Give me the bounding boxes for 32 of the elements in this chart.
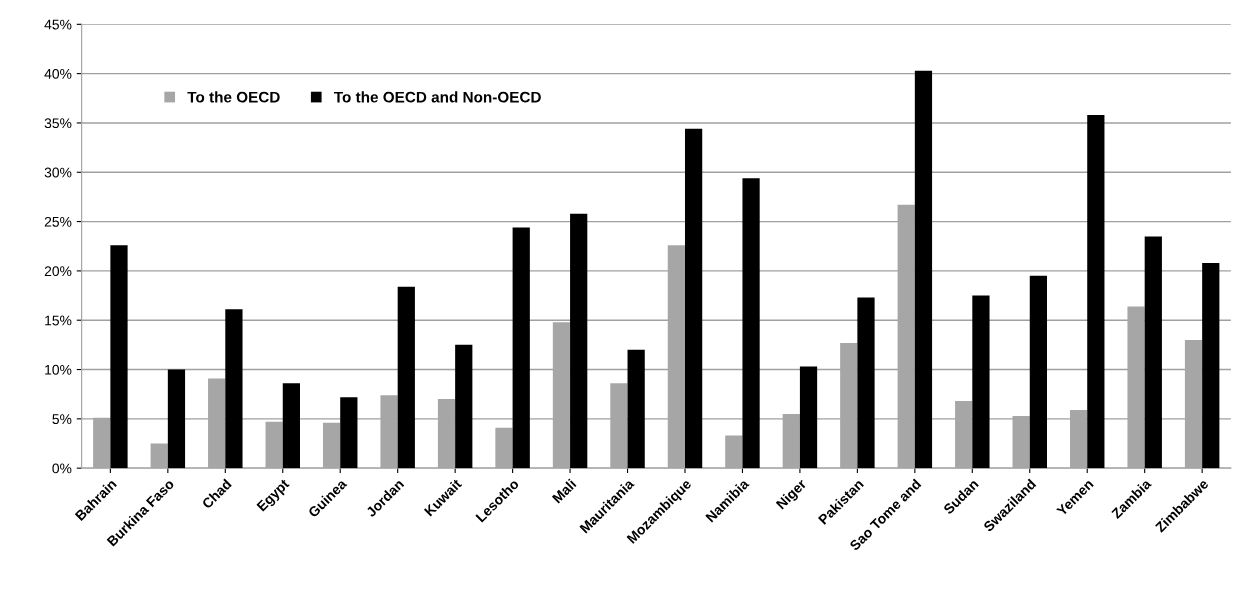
bar — [1144, 236, 1162, 469]
bar — [455, 344, 473, 469]
y-tick-label: 30% — [44, 167, 72, 178]
bar — [857, 297, 875, 469]
y-tick-label: 20% — [44, 266, 72, 277]
bar — [110, 245, 128, 469]
bar — [627, 349, 645, 469]
bar — [570, 213, 588, 469]
bar — [512, 227, 530, 469]
y-tick-label: 25% — [44, 216, 72, 227]
bar — [972, 295, 990, 469]
y-tick-label: 45% — [44, 19, 72, 30]
bar — [282, 383, 300, 469]
bar — [167, 369, 186, 469]
y-tick-label: 15% — [45, 315, 72, 326]
bar — [742, 178, 760, 469]
bar — [914, 70, 933, 469]
legend-label: To the OECD — [187, 91, 280, 103]
y-tick-label: 10% — [45, 364, 72, 375]
bar — [340, 397, 358, 469]
bar — [1202, 263, 1220, 469]
y-tick-label: 0% — [52, 463, 72, 474]
legend-label: To the OECD and Non-OECD — [333, 91, 541, 103]
bar — [225, 309, 243, 469]
bar — [1029, 275, 1047, 469]
y-tick-label: 35% — [44, 118, 72, 129]
bar — [684, 128, 703, 469]
y-tick-label: 5% — [52, 414, 72, 425]
bar — [799, 366, 818, 469]
bar — [397, 286, 415, 469]
y-tick-label: 40% — [44, 68, 72, 79]
bar — [1087, 115, 1105, 469]
